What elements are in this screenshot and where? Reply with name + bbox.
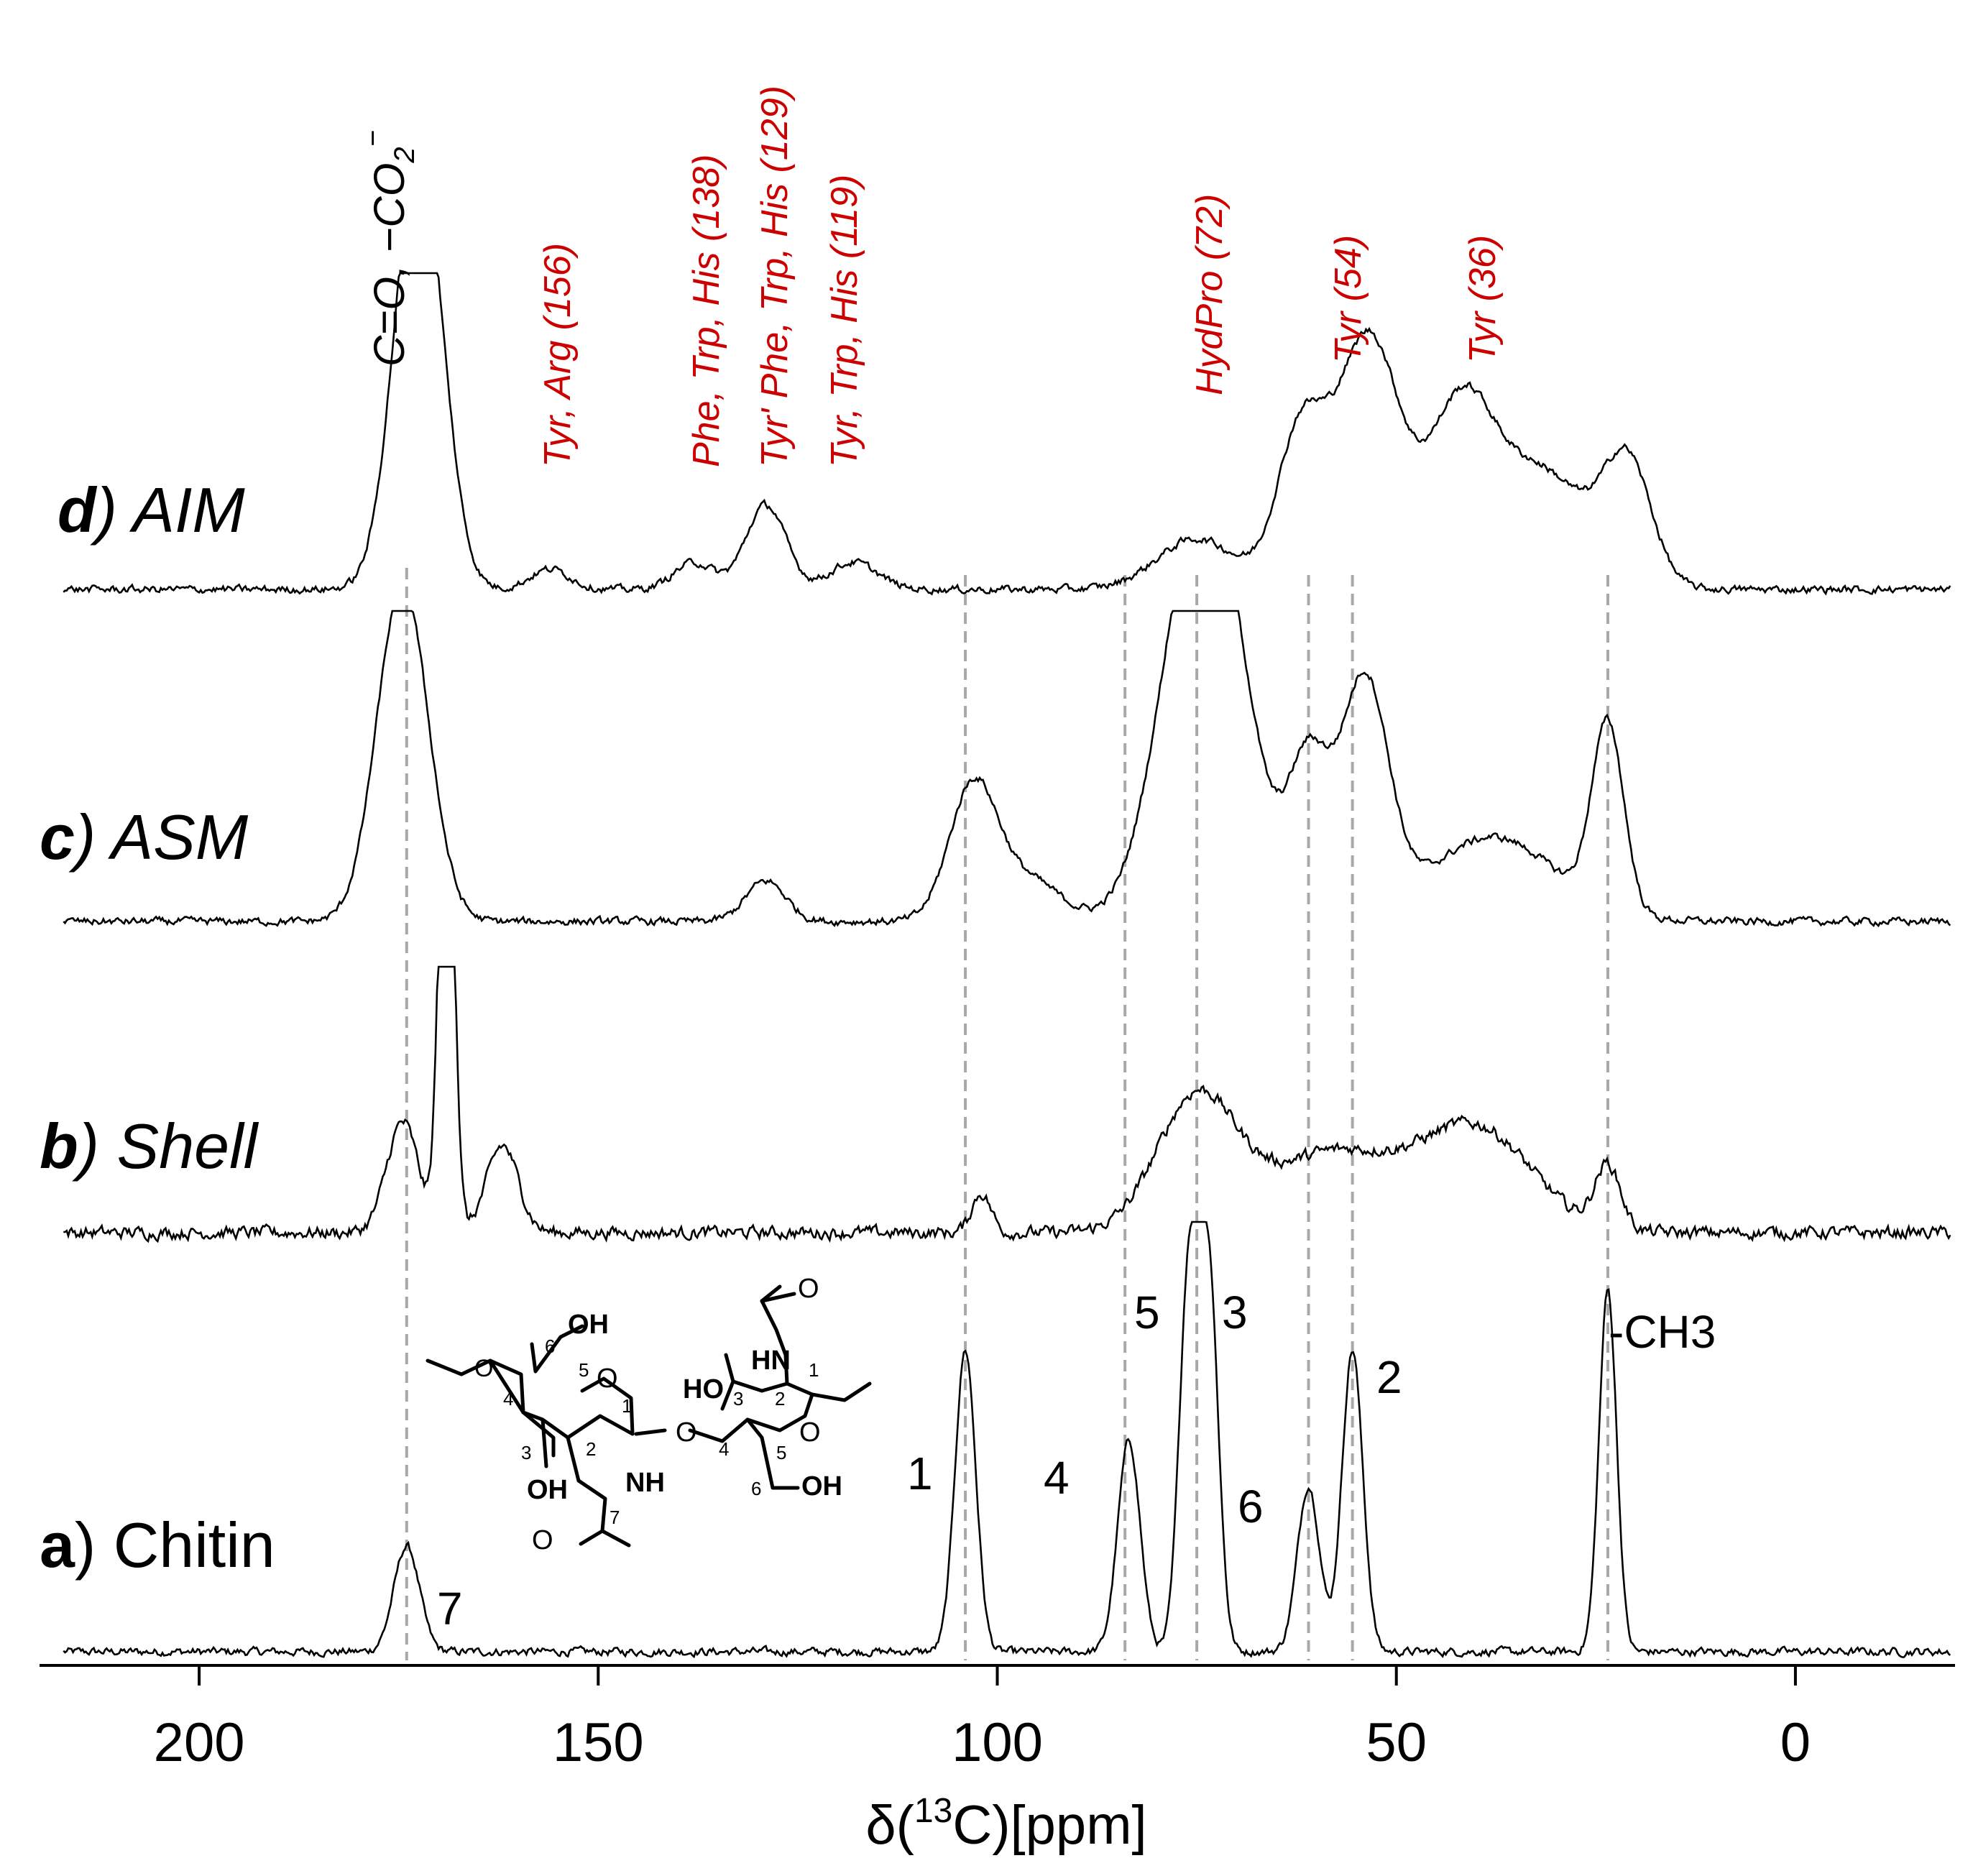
- series-label-d: d) AIM: [58, 474, 245, 546]
- svg-text:6: 6: [545, 1335, 555, 1357]
- peak-label-5: 5: [1134, 1287, 1160, 1338]
- chitin-structure-labels: OH O O O OH NH O HO HN O O OH 6 5 1 4 3 …: [474, 1274, 842, 1555]
- svg-text:7: 7: [610, 1507, 620, 1528]
- svg-text:1: 1: [809, 1359, 819, 1381]
- svg-text:5: 5: [776, 1442, 786, 1463]
- top-label-tyr-arg: Tyr, Arg (156): [537, 243, 579, 467]
- peak-label-2: 2: [1376, 1351, 1402, 1403]
- top-label-tyr-trp-his: Tyr, Trp, His (119): [824, 175, 865, 467]
- peak-labels: 7 1 4 5 3 6 2 -CH3: [437, 1287, 1716, 1634]
- svg-text:4: 4: [719, 1438, 729, 1460]
- spectrum-c: [63, 610, 1951, 928]
- svg-text:HN: HN: [751, 1346, 791, 1376]
- svg-text:3: 3: [733, 1388, 743, 1410]
- chitin-structure: [426, 1284, 872, 1548]
- peak-label-7: 7: [437, 1583, 463, 1634]
- peak-label-ch3: -CH3: [1609, 1306, 1716, 1358]
- x-tick-label: 50: [1366, 1712, 1427, 1773]
- peak-label-6: 6: [1238, 1481, 1264, 1532]
- x-tick-label: 150: [553, 1712, 644, 1773]
- top-labels: C=O, −CO2− Tyr, Arg (156) Phe, Trp, His …: [357, 86, 1504, 467]
- svg-text:O: O: [532, 1525, 553, 1555]
- peak-label-1: 1: [907, 1448, 933, 1499]
- svg-text:O: O: [474, 1355, 493, 1382]
- svg-text:O: O: [597, 1364, 618, 1394]
- svg-text:HO: HO: [683, 1374, 724, 1404]
- svg-text:2: 2: [775, 1388, 785, 1410]
- top-label-tyr-36: Tyr (36): [1462, 235, 1504, 363]
- top-label-hydpro: HydPro (72): [1189, 194, 1231, 395]
- svg-text:2: 2: [586, 1438, 596, 1460]
- peak-label-3: 3: [1222, 1287, 1248, 1338]
- series-label-b: b) Shell: [40, 1111, 259, 1182]
- svg-text:O: O: [798, 1274, 819, 1304]
- top-label-carbonyl: C=O, −CO2−: [357, 130, 420, 367]
- series-label-a: a) Chitin: [40, 1509, 275, 1581]
- svg-text:O: O: [676, 1417, 697, 1448]
- top-label-tyr-phe-trp-his: Tyr' Phe, Trp, His (129): [754, 86, 796, 467]
- reference-lines: [405, 568, 1609, 1660]
- svg-text:NH: NH: [625, 1468, 665, 1498]
- svg-text:O: O: [799, 1417, 821, 1448]
- peak-label-4: 4: [1044, 1452, 1070, 1504]
- svg-text:4: 4: [503, 1388, 513, 1410]
- series-label-c: c) ASM: [40, 801, 249, 873]
- svg-text:OH: OH: [568, 1310, 609, 1340]
- svg-text:3: 3: [521, 1442, 531, 1463]
- spectrum-b: [63, 965, 1951, 1243]
- svg-text:6: 6: [751, 1478, 761, 1499]
- x-tick-label: 200: [154, 1712, 245, 1773]
- svg-text:OH: OH: [527, 1475, 568, 1505]
- x-axis-ticks: 200 150 100 50 0: [154, 1665, 1811, 1773]
- x-tick-label: 100: [952, 1712, 1043, 1773]
- svg-text:OH: OH: [801, 1471, 842, 1502]
- svg-text:5: 5: [579, 1359, 589, 1381]
- svg-text:1: 1: [622, 1395, 632, 1417]
- x-axis-title: δ(13C)[ppm]: [865, 1792, 1146, 1856]
- spectra-group: [63, 272, 1951, 1659]
- spectrum-a: [63, 1220, 1951, 1659]
- top-label-phe-trp-his: Phe, Trp, His (138): [686, 155, 727, 467]
- top-label-tyr-54: Tyr (54): [1328, 235, 1369, 363]
- spectrum-d: [63, 272, 1951, 596]
- x-tick-label: 0: [1780, 1712, 1811, 1773]
